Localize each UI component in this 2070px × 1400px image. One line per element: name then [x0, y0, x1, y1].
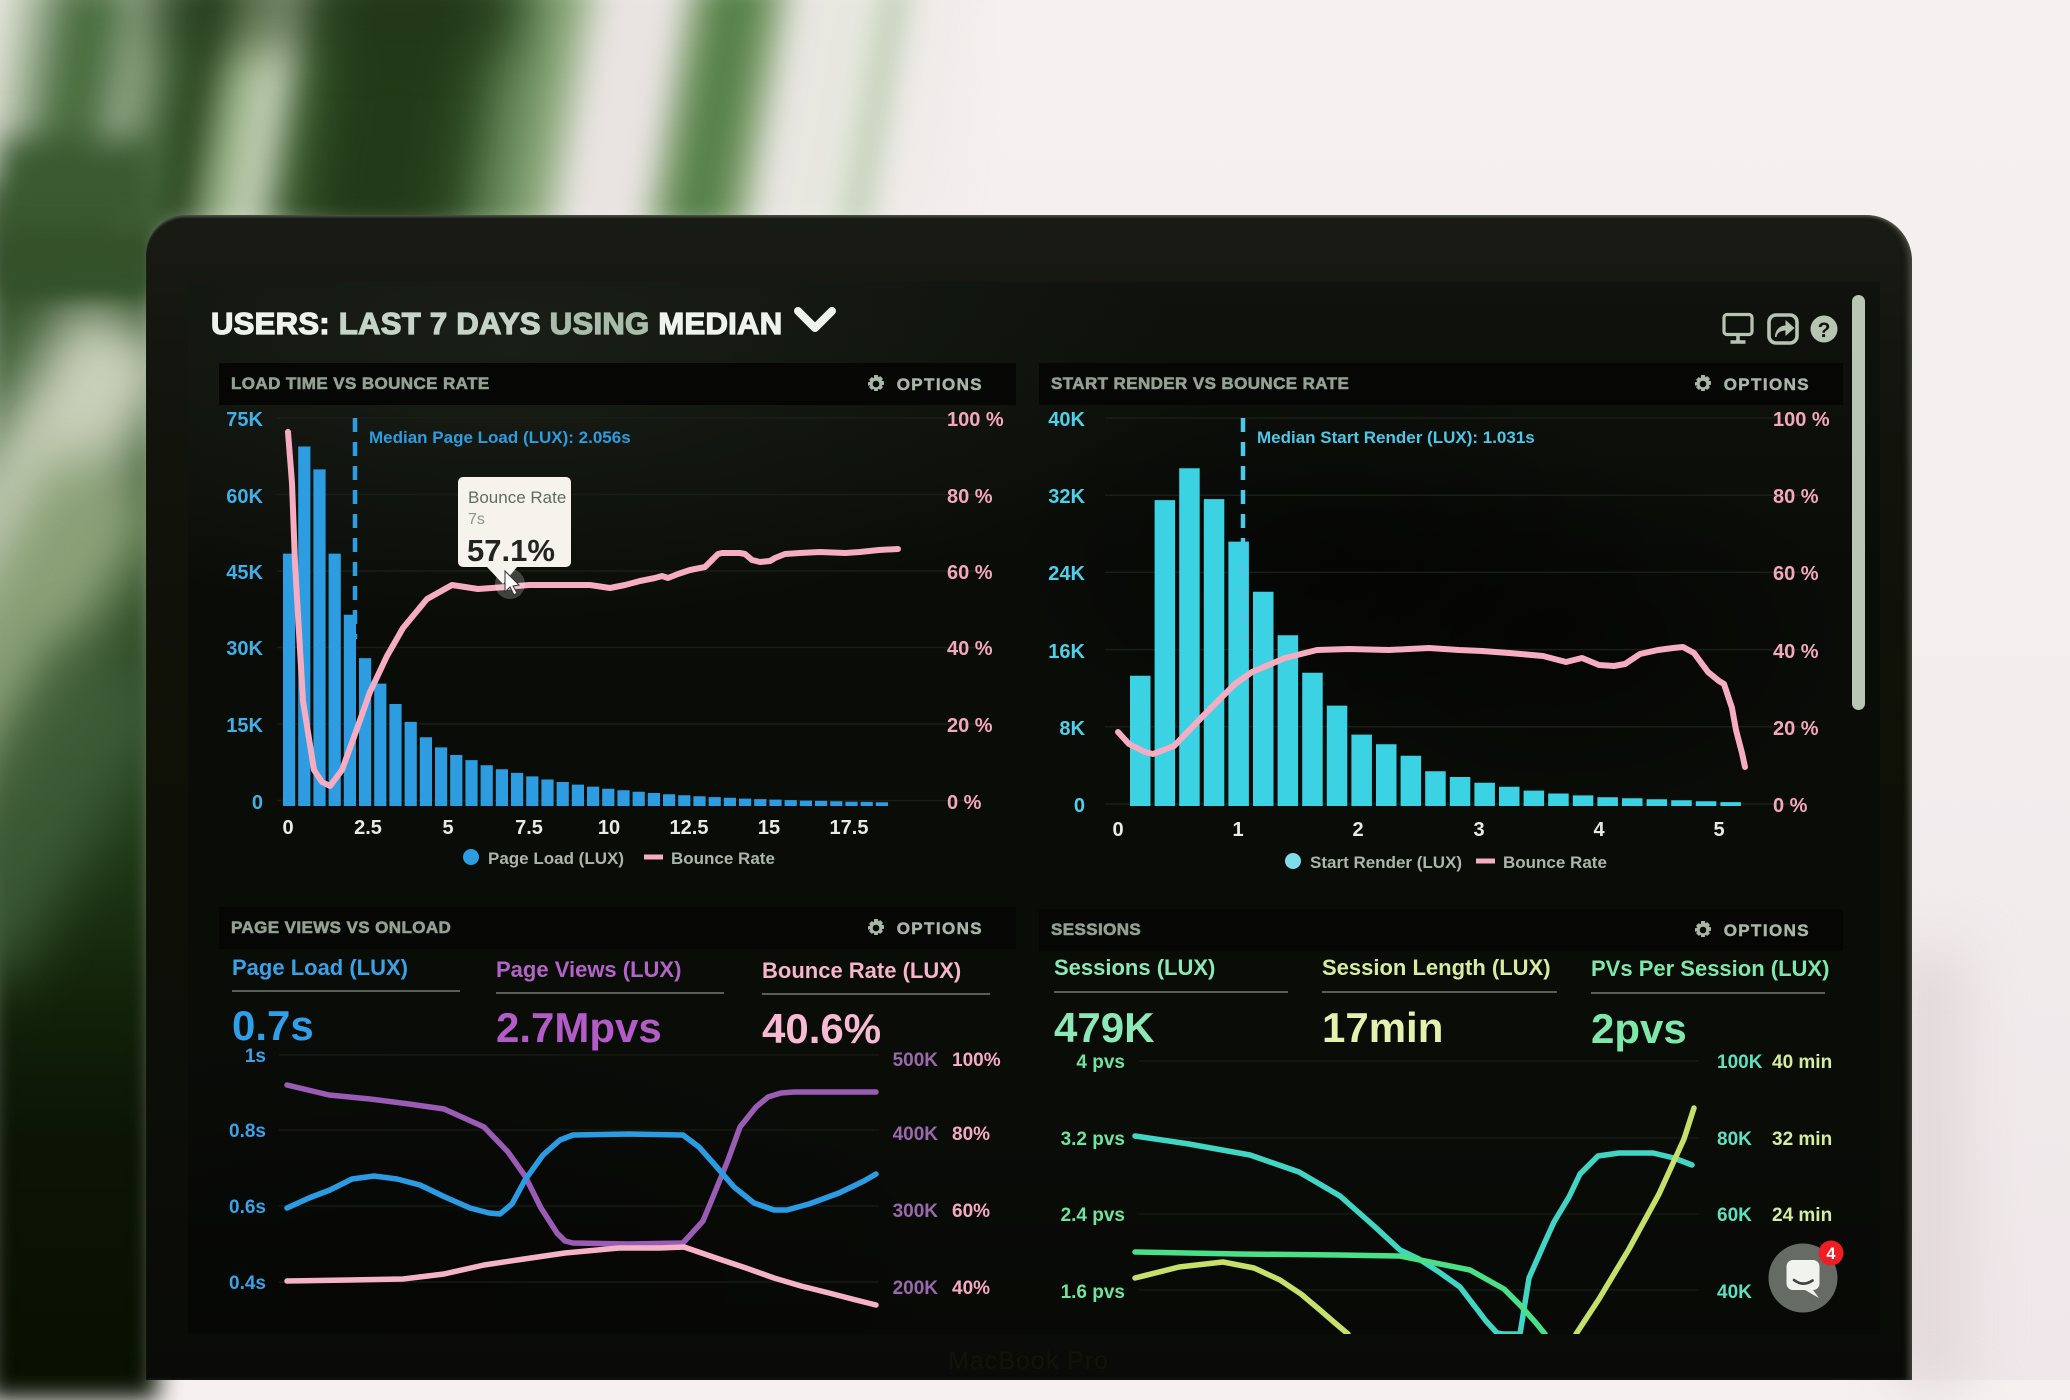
svg-text:Bounce Rate: Bounce Rate: [671, 849, 775, 868]
svg-text:60 %: 60 %: [947, 562, 993, 584]
svg-text:0 %: 0 %: [1773, 795, 1808, 817]
svg-text:40 %: 40 %: [1773, 641, 1819, 663]
svg-text:0 %: 0 %: [947, 792, 982, 814]
svg-text:Session Length (LUX): Session Length (LUX): [1322, 955, 1551, 980]
svg-text:0: 0: [1112, 819, 1123, 841]
svg-text:1s: 1s: [245, 1046, 266, 1067]
svg-text:40 min: 40 min: [1772, 1052, 1832, 1073]
svg-text:17.5: 17.5: [830, 817, 869, 839]
svg-text:2.7Mpvs: 2.7Mpvs: [496, 1004, 662, 1051]
svg-text:80 %: 80 %: [1773, 486, 1819, 508]
svg-text:100 %: 100 %: [947, 409, 1004, 431]
svg-text:40K: 40K: [1048, 409, 1085, 431]
svg-text:Page Load (LUX): Page Load (LUX): [488, 849, 624, 868]
svg-text:40.6%: 40.6%: [762, 1005, 881, 1052]
svg-text:60K: 60K: [1717, 1205, 1752, 1226]
svg-text:32 min: 32 min: [1772, 1129, 1832, 1150]
svg-text:3.2 pvs: 3.2 pvs: [1061, 1129, 1125, 1150]
svg-text:0.8s: 0.8s: [229, 1121, 266, 1142]
svg-text:60 %: 60 %: [1773, 563, 1819, 585]
svg-text:PVs Per Session (LUX): PVs Per Session (LUX): [1591, 956, 1829, 981]
svg-text:32K: 32K: [1048, 486, 1085, 508]
svg-text:45K: 45K: [226, 562, 263, 584]
svg-text:0: 0: [252, 792, 263, 814]
svg-text:100 %: 100 %: [1773, 409, 1830, 431]
svg-text:0: 0: [282, 817, 293, 839]
svg-text:100%: 100%: [952, 1050, 1001, 1071]
svg-text:Page Views (LUX): Page Views (LUX): [496, 957, 681, 982]
svg-text:5: 5: [1713, 819, 1724, 841]
svg-text:80%: 80%: [952, 1124, 990, 1145]
svg-text:Median Start Render (LUX): 1.0: Median Start Render (LUX): 1.031s: [1257, 428, 1535, 447]
svg-text:400K: 400K: [893, 1124, 939, 1145]
svg-text:17min: 17min: [1322, 1004, 1443, 1051]
svg-text:0.7s: 0.7s: [232, 1002, 314, 1049]
svg-text:Bounce Rate (LUX): Bounce Rate (LUX): [762, 958, 961, 983]
svg-text:0: 0: [1074, 795, 1085, 817]
svg-text:57.1%: 57.1%: [467, 533, 555, 568]
svg-text:24K: 24K: [1048, 563, 1085, 585]
svg-text:7.5: 7.5: [515, 817, 543, 839]
svg-text:0.4s: 0.4s: [229, 1273, 266, 1294]
svg-text:?: ?: [1818, 319, 1831, 342]
svg-text:Bounce Rate: Bounce Rate: [468, 488, 566, 507]
svg-text:15: 15: [758, 817, 780, 839]
svg-text:15K: 15K: [226, 715, 263, 737]
svg-text:1.6 pvs: 1.6 pvs: [1061, 1282, 1125, 1303]
svg-text:2: 2: [1352, 819, 1363, 841]
svg-text:20 %: 20 %: [947, 715, 993, 737]
svg-text:16K: 16K: [1048, 641, 1085, 663]
svg-text:2.5: 2.5: [354, 817, 382, 839]
svg-text:500K: 500K: [893, 1050, 939, 1071]
svg-text:Sessions (LUX): Sessions (LUX): [1054, 955, 1215, 980]
svg-text:5: 5: [442, 817, 453, 839]
svg-text:2.4 pvs: 2.4 pvs: [1061, 1205, 1125, 1226]
svg-text:479K: 479K: [1054, 1004, 1154, 1051]
svg-text:4: 4: [1826, 1245, 1836, 1263]
svg-text:30K: 30K: [226, 638, 263, 660]
svg-text:4: 4: [1593, 819, 1605, 841]
svg-text:100K: 100K: [1717, 1052, 1763, 1073]
svg-text:80K: 80K: [1717, 1129, 1752, 1150]
svg-text:Bounce Rate: Bounce Rate: [1503, 853, 1607, 872]
svg-text:24 min: 24 min: [1772, 1205, 1832, 1226]
svg-text:1: 1: [1232, 819, 1243, 841]
svg-text:4 pvs: 4 pvs: [1076, 1052, 1125, 1073]
svg-text:60%: 60%: [952, 1201, 990, 1222]
svg-text:12.5: 12.5: [670, 817, 709, 839]
svg-text:8K: 8K: [1059, 718, 1085, 740]
svg-text:300K: 300K: [893, 1201, 939, 1222]
svg-text:40%: 40%: [952, 1278, 990, 1299]
svg-text:2pvs: 2pvs: [1591, 1005, 1687, 1052]
svg-text:10: 10: [598, 817, 620, 839]
svg-text:Start Render (LUX): Start Render (LUX): [1310, 853, 1462, 872]
svg-text:0.6s: 0.6s: [229, 1197, 266, 1218]
svg-text:40 %: 40 %: [947, 638, 993, 660]
svg-text:20 %: 20 %: [1773, 718, 1819, 740]
svg-text:75K: 75K: [226, 409, 263, 431]
svg-text:3: 3: [1473, 819, 1484, 841]
svg-text:80 %: 80 %: [947, 486, 993, 508]
svg-text:40K: 40K: [1717, 1282, 1752, 1303]
svg-text:Median Page Load (LUX): 2.056s: Median Page Load (LUX): 2.056s: [369, 428, 631, 447]
svg-text:60K: 60K: [226, 486, 263, 508]
svg-text:7s: 7s: [468, 511, 485, 528]
svg-text:Page Load (LUX): Page Load (LUX): [232, 955, 408, 980]
svg-text:200K: 200K: [893, 1278, 939, 1299]
